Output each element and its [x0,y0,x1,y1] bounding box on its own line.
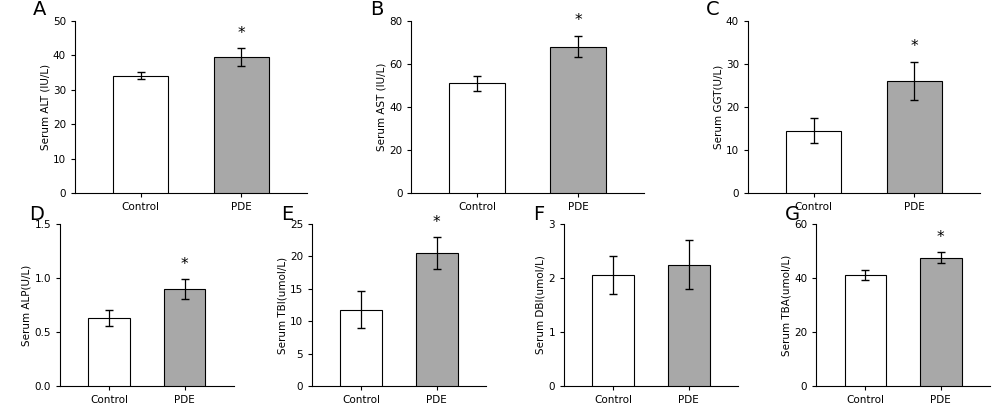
Y-axis label: Serum GGT(U/L): Serum GGT(U/L) [713,65,723,149]
Bar [920,258,962,386]
Y-axis label: Serum TBI(umol/L): Serum TBI(umol/L) [277,256,287,354]
Text: *: * [574,13,582,28]
Y-axis label: Serum DBI(umol/L): Serum DBI(umol/L) [536,256,546,354]
Bar [668,265,710,386]
Text: C: C [706,0,720,19]
Bar [164,289,205,386]
Text: D: D [29,205,44,224]
Text: E: E [281,205,293,224]
Bar [88,318,130,386]
Y-axis label: Serum ALP(U/L): Serum ALP(U/L) [22,264,32,346]
Bar [113,76,168,193]
Text: F: F [533,205,544,224]
Y-axis label: Serum AST (IU/L): Serum AST (IU/L) [377,63,387,151]
Text: B: B [370,0,383,19]
Text: *: * [238,26,245,41]
Text: A: A [33,0,47,19]
Y-axis label: Serum TBA(umol/L): Serum TBA(umol/L) [781,254,791,356]
Bar [214,57,269,193]
Bar [416,253,458,386]
Text: *: * [433,215,441,230]
Bar [550,46,606,193]
Bar [592,276,634,386]
Bar [449,83,505,193]
Text: *: * [181,257,189,272]
Bar [340,310,382,386]
Bar [786,131,841,193]
Bar [845,276,886,386]
Text: *: * [937,230,945,245]
Text: *: * [911,39,918,54]
Text: G: G [785,205,800,224]
Y-axis label: Serum ALT (IU/L): Serum ALT (IU/L) [40,64,50,150]
Bar [887,81,942,193]
